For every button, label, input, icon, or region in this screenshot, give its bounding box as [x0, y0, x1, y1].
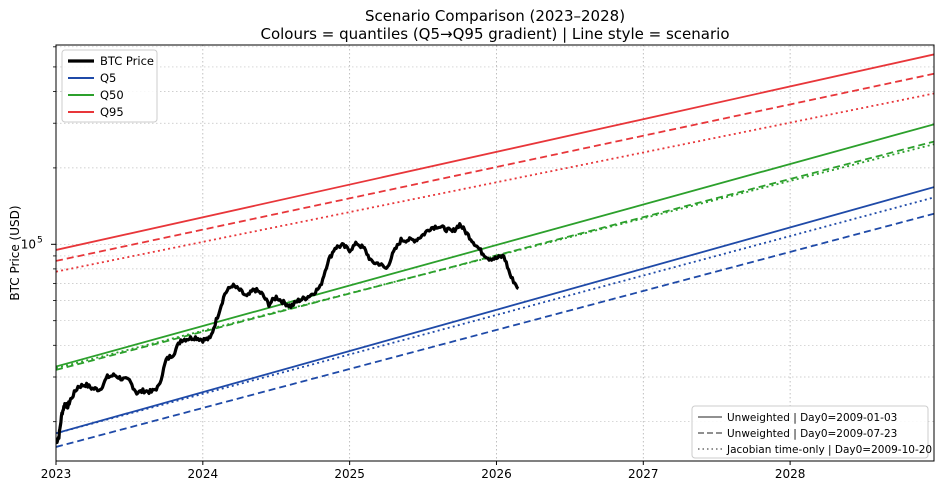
- legend-label-dotted: Jacobian time-only | Day0=2009-10-20: [726, 444, 932, 456]
- plot-frame: [55, 44, 935, 462]
- series-layer: [56, 53, 934, 448]
- x-tick-label-5: 2028: [775, 467, 806, 481]
- chart-subtitle: Colours = quantiles (Q5→Q95 gradient) | …: [260, 25, 729, 43]
- legend-scenarios: Unweighted | Day0=2009-01-03 Unweighted …: [691, 405, 932, 459]
- x-tick-label-0: 2023: [41, 467, 72, 481]
- x-tick-label-1: 2024: [188, 467, 219, 481]
- series-line-q50-solid: [56, 123, 934, 368]
- btc-price-line: [56, 222, 520, 445]
- y-tick-label-0: 10: [21, 237, 36, 251]
- series-line-q5-dashed: [56, 212, 934, 448]
- x-tick-label-3: 2026: [481, 467, 512, 481]
- x-tick-label-2: 2025: [334, 467, 365, 481]
- y-tick-exponent-0: 5: [37, 235, 43, 245]
- chart-title: Scenario Comparison (2023–2028): [365, 7, 625, 25]
- legend-label-solid: Unweighted | Day0=2009-01-03: [727, 412, 897, 424]
- legend-label-q95: Q95: [100, 105, 124, 119]
- series-line-q95-solid: [56, 53, 934, 251]
- y-axis-label: BTC Price (USD): [8, 205, 22, 300]
- series-line-q5-dotted: [56, 196, 934, 435]
- series-line-q5-solid: [56, 186, 934, 435]
- y-axis: 10 5: [21, 46, 56, 423]
- legend-label-dashed: Unweighted | Day0=2009-07-23: [727, 428, 897, 440]
- series-line-q95-dashed: [56, 72, 934, 262]
- legend-quantiles: BTC Price Q5 Q50 Q95: [61, 49, 158, 123]
- series-line-q95-dotted: [56, 92, 934, 273]
- legend-label-q50: Q50: [100, 88, 124, 102]
- x-tick-label-4: 2027: [628, 467, 659, 481]
- legend-label-q5: Q5: [100, 71, 116, 85]
- legend-label-btc: BTC Price: [100, 54, 154, 68]
- x-axis: 2023 2024 2025 2026 2027 2028: [41, 461, 806, 481]
